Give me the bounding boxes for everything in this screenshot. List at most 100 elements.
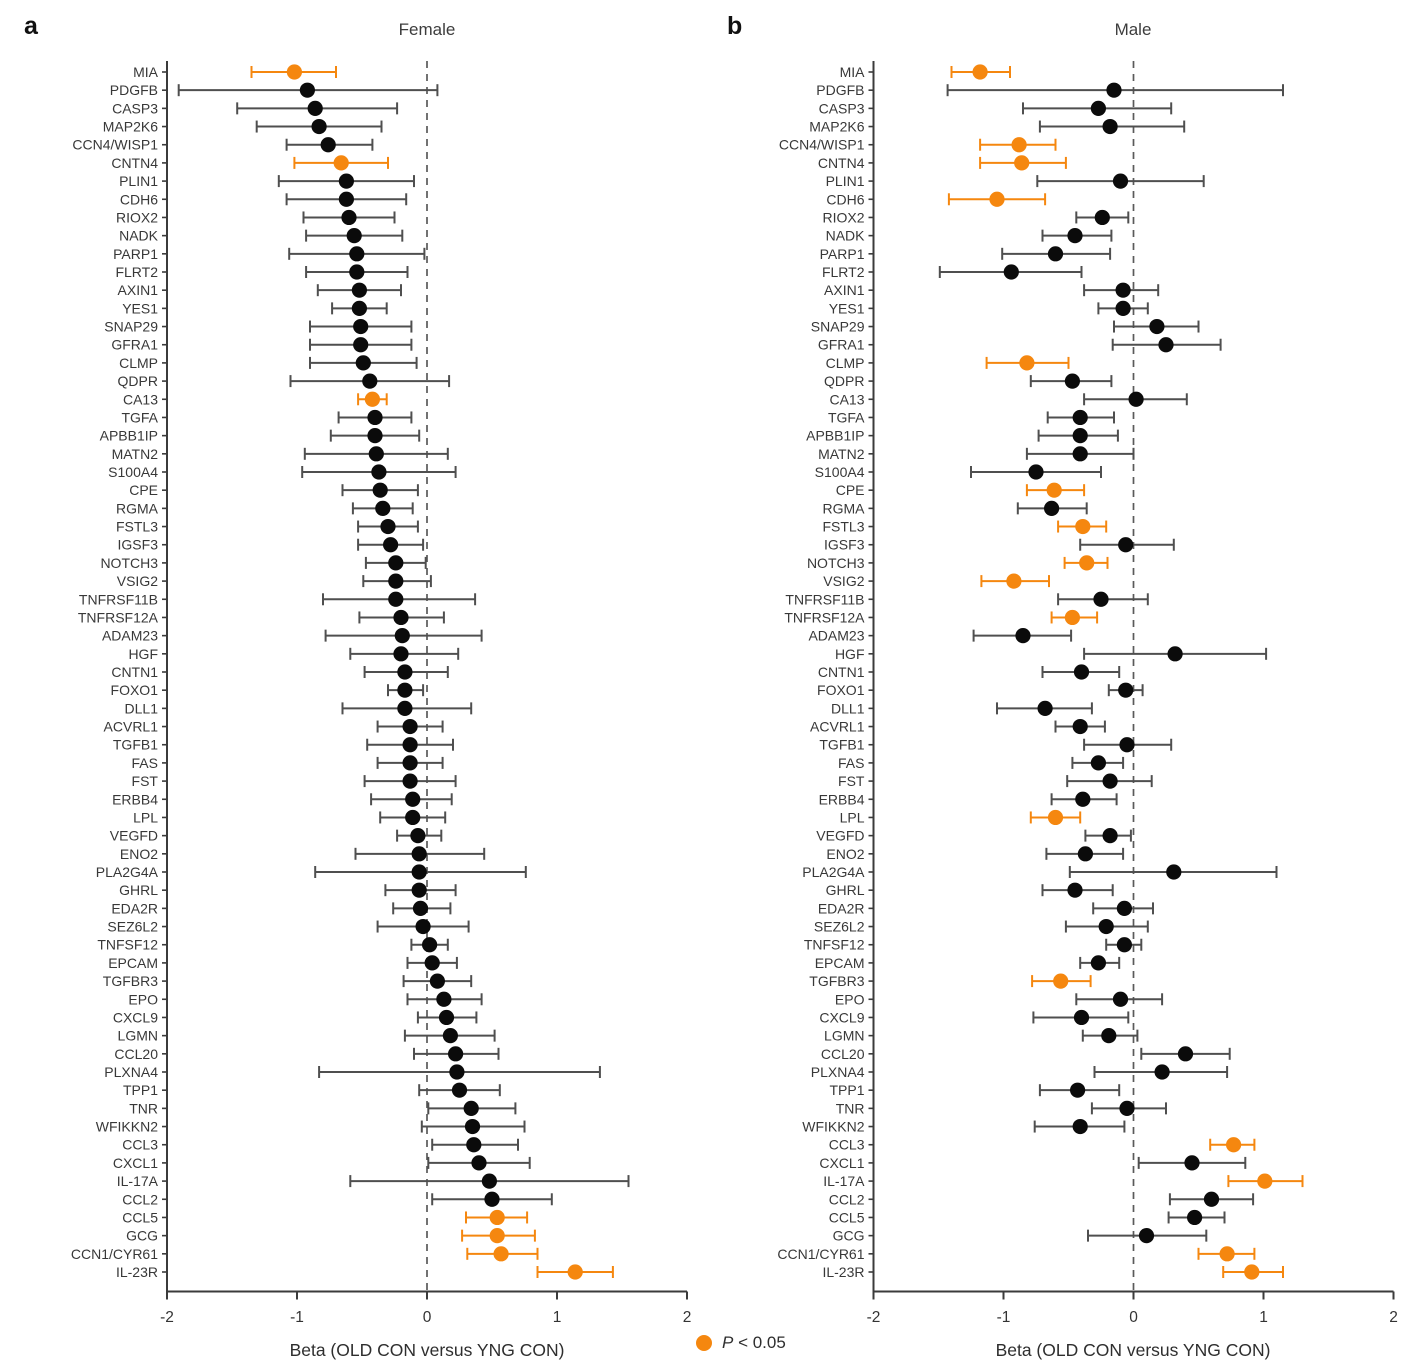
forest-row-ACVRL1: ACVRL1 [810, 719, 1106, 735]
point-dot [311, 118, 327, 135]
forest-row-CXCL1: CXCL1 [819, 1155, 1247, 1171]
gene-label: WFIKKN2 [96, 1119, 158, 1135]
point-dot [362, 373, 378, 389]
forest-row-ADAM23: ADAM23 [102, 628, 483, 644]
x-tick-label: -1 [290, 1309, 304, 1326]
gene-label: CXCL1 [819, 1155, 864, 1171]
point-dot [449, 1064, 465, 1080]
forest-row-IGSF3: IGSF3 [824, 537, 1175, 553]
forest-row-GHRL: GHRL [826, 882, 1114, 898]
point-dot [349, 246, 365, 262]
gene-label: FAS [132, 755, 158, 771]
point-dot [1037, 700, 1053, 716]
gene-label: TNFRSF12A [784, 609, 865, 625]
forest-row-GCG: GCG [126, 1228, 536, 1244]
panel-b-xaxis-label: Beta (OLD CON versus YNG CON) [995, 1340, 1271, 1360]
point-dot-significant [1019, 355, 1035, 371]
forest-row-CXCL1: CXCL1 [113, 1155, 531, 1171]
gene-label: S100A4 [815, 464, 865, 480]
point-dot [367, 409, 383, 426]
gene-label: CCL5 [829, 1209, 865, 1225]
forest-row-TNFRSF12A: TNFRSF12A [78, 609, 445, 626]
gene-label: CXCL9 [819, 1009, 864, 1025]
forest-row-CXCL9: CXCL9 [819, 1009, 1130, 1026]
point-dot [1102, 828, 1118, 844]
forest-row-WFIKKN2: WFIKKN2 [802, 1119, 1126, 1135]
gene-label: FLRT2 [822, 264, 865, 280]
point-dot [481, 1173, 497, 1189]
point-dot [442, 1028, 458, 1044]
point-dot [471, 1155, 487, 1171]
gene-label: SEZ6L2 [107, 919, 158, 935]
gene-label: FLRT2 [115, 264, 158, 280]
point-dot-significant [493, 1246, 509, 1262]
gene-label: ERBB4 [819, 791, 865, 807]
gene-label: MIA [133, 64, 159, 80]
forest-row-SEZ6L2: SEZ6L2 [814, 919, 1149, 935]
forest-row-FSTL3: FSTL3 [116, 519, 419, 535]
gene-label: ACVRL1 [810, 719, 865, 735]
gene-label: ENO2 [826, 846, 864, 862]
forest-row-CASP3: CASP3 [819, 100, 1173, 116]
forest-row-ENO2: ENO2 [120, 846, 486, 862]
legend-threshold: < 0.05 [733, 1333, 786, 1352]
point-dot [422, 937, 438, 953]
gene-label: CASP3 [819, 100, 865, 116]
forest-row-PLXNA4: PLXNA4 [811, 1064, 1229, 1080]
forest-row-MATN2: MATN2 [818, 446, 1135, 462]
gene-label: CA13 [829, 391, 864, 407]
point-dot-significant [1006, 573, 1022, 589]
point-dot [388, 591, 404, 607]
gene-label: CCN1/CYR61 [777, 1246, 864, 1262]
gene-label: CXCL1 [113, 1155, 158, 1171]
forest-row-GFRA1: GFRA1 [111, 337, 413, 353]
forest-row-NOTCH3: NOTCH3 [100, 555, 427, 571]
forest-row-DLL1: DLL1 [125, 700, 473, 716]
point-dot-significant [286, 64, 302, 80]
point-dot [1072, 409, 1088, 426]
forest-row-GCG: GCG [833, 1228, 1208, 1244]
gene-label: LGMN [118, 1028, 158, 1044]
point-dot [1119, 737, 1135, 753]
gene-label: QDPR [824, 373, 864, 389]
gene-label: TGFB1 [819, 737, 864, 753]
point-dot [438, 1009, 455, 1026]
point-dot [393, 609, 409, 626]
point-dot [1077, 846, 1093, 862]
point-dot [397, 682, 413, 698]
point-dot [1184, 1155, 1200, 1171]
gene-label: ADAM23 [808, 628, 864, 644]
gene-label: YES1 [122, 300, 158, 316]
forest-row-TNFSF12: TNFSF12 [804, 937, 1143, 953]
forest-row-CNTN4: CNTN4 [111, 155, 389, 171]
gene-label: TNFSF12 [97, 937, 158, 953]
gene-label: RIOX2 [116, 209, 158, 225]
gene-label: LPL [133, 809, 158, 825]
forest-row-CPE: CPE [836, 482, 1086, 498]
gene-label: PLA2G4A [96, 864, 159, 880]
point-dot [402, 718, 418, 735]
gene-label: CDH6 [826, 191, 864, 207]
point-dot [466, 1137, 482, 1153]
forest-row-CCL20: CCL20 [821, 1046, 1231, 1062]
point-dot [1028, 464, 1044, 480]
forest-row-APBB1IP: APBB1IP [100, 428, 421, 444]
significance-legend: P < 0.05 [696, 1333, 786, 1353]
point-dot [383, 537, 399, 553]
forest-row-FOXO1: FOXO1 [111, 682, 425, 698]
gene-label: PLXNA4 [104, 1064, 158, 1080]
point-dot-significant [1075, 518, 1091, 535]
panel-b-plot: MIA PDGFB CASP3 MAP2K6 CCN4/WISP1 CNTN4 PLIN1 C… [777, 61, 1398, 1326]
point-dot [1073, 1009, 1090, 1026]
forest-row-CCN1/CYR61: CCN1/CYR61 [777, 1246, 1256, 1262]
point-dot [405, 791, 421, 807]
panel-a-title: Female [398, 20, 456, 39]
point-dot [371, 464, 387, 480]
gene-label: GCG [126, 1228, 158, 1244]
point-dot [412, 900, 429, 916]
forest-row-YES1: YES1 [122, 300, 388, 316]
x-tick-label: 0 [1129, 1309, 1138, 1326]
forest-row-RIOX2: RIOX2 [116, 209, 396, 225]
point-dot [368, 446, 384, 462]
forest-row-CPE: CPE [129, 482, 419, 498]
